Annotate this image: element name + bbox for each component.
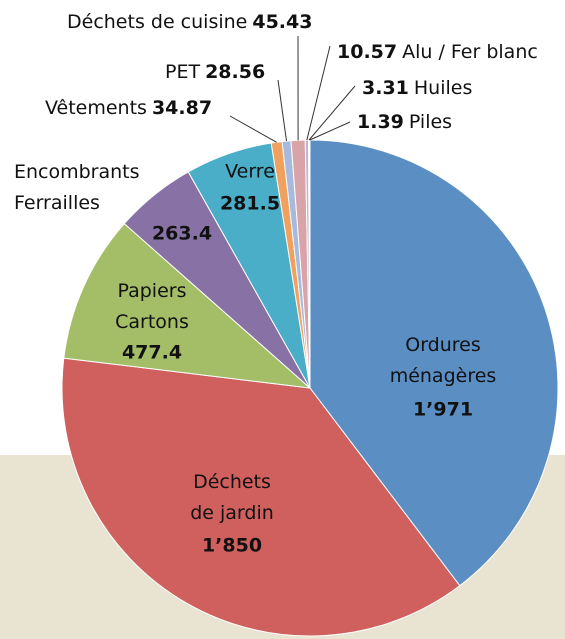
- value-label: 28.56: [205, 61, 265, 83]
- slice-label: PET 28.56: [165, 61, 265, 83]
- category-label: Papiers Cartons: [115, 280, 189, 333]
- category-label: Encombrants Ferrailles: [14, 161, 140, 214]
- leader-line: [229, 115, 277, 143]
- slice-label: 10.57 Alu / Fer blanc: [337, 41, 538, 63]
- value-label: 1.39: [357, 111, 404, 133]
- value-label: 10.57: [337, 41, 397, 63]
- category-label: Huiles: [414, 77, 472, 99]
- category-label: Ordures ménagères: [390, 334, 497, 387]
- leader-line: [277, 79, 288, 142]
- leader-line: [306, 45, 331, 141]
- value-label: 263.4: [152, 223, 212, 245]
- value-label: 281.5: [220, 193, 280, 215]
- category-label: Verre: [225, 161, 275, 183]
- category-label: Alu / Fer blanc: [402, 41, 538, 63]
- slice-label: 3.31 Huiles: [362, 77, 472, 99]
- value-label: 1’971: [413, 399, 473, 421]
- slice-label: 1.39 Piles: [357, 111, 452, 133]
- value-label: 45.43: [252, 11, 312, 33]
- slice-label: Déchets de cuisine 45.43: [67, 11, 312, 33]
- category-label: Déchets de jardin: [190, 471, 274, 524]
- category-label: Piles: [409, 111, 452, 133]
- category-label: Vêtements: [45, 97, 147, 119]
- value-label: 1’850: [202, 535, 262, 557]
- value-label: 3.31: [362, 77, 409, 99]
- pie-slice: [63, 222, 312, 389]
- slice-label: Vêtements 34.87: [45, 97, 212, 119]
- leader-line: [309, 121, 351, 141]
- value-label: 34.87: [152, 97, 212, 119]
- category-label: Déchets de cuisine: [67, 11, 247, 33]
- pie-slice: [309, 139, 559, 587]
- value-label: 477.4: [122, 342, 182, 364]
- pie-slice: [61, 357, 461, 637]
- category-label: PET: [165, 61, 200, 83]
- leader-line: [308, 85, 356, 141]
